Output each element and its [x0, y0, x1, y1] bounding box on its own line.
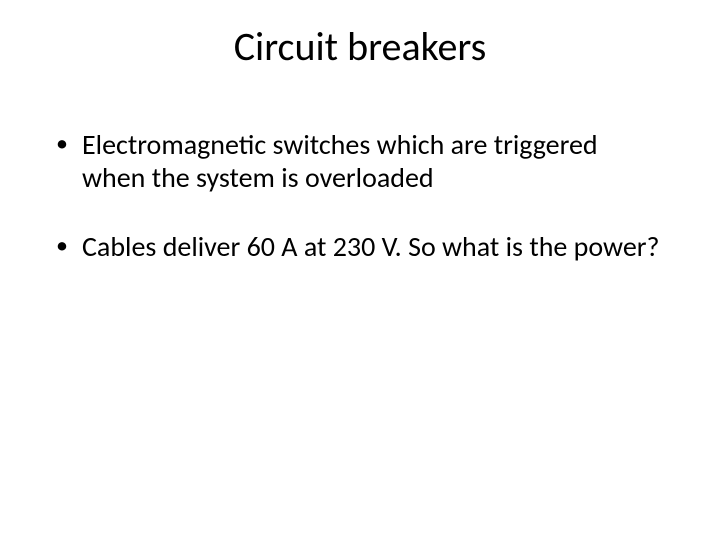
slide-body: Electromagnetic switches which are trigg… — [54, 128, 666, 299]
slide: Circuit breakers Electromagnetic switche… — [0, 0, 720, 540]
bullet-list: Electromagnetic switches which are trigg… — [54, 128, 666, 263]
slide-title: Circuit breakers — [0, 22, 720, 71]
bullet-item: Electromagnetic switches which are trigg… — [54, 128, 666, 194]
bullet-item: Cables deliver 60 A at 230 V. So what is… — [54, 230, 666, 263]
